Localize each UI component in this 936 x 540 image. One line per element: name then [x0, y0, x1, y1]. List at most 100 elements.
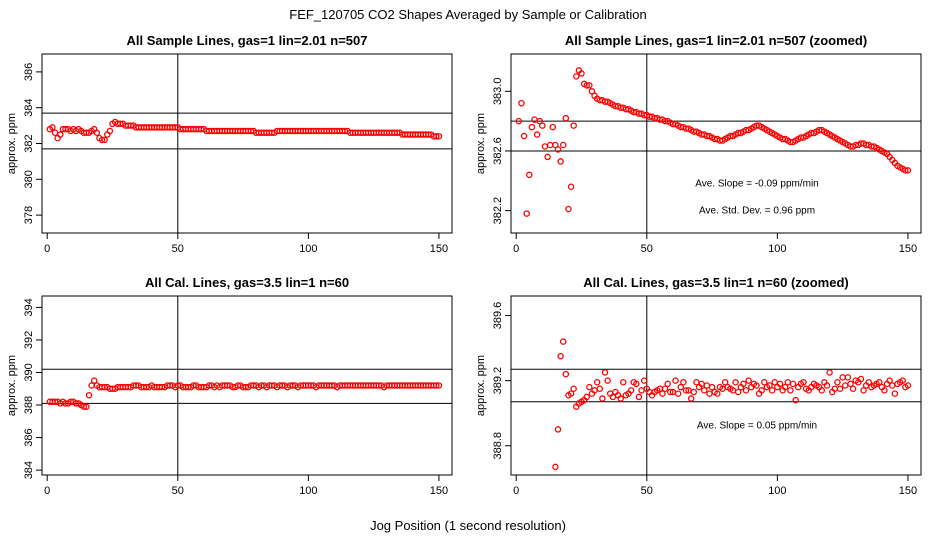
y-tick-label: 390: [23, 363, 35, 381]
data-point: [528, 123, 536, 131]
x-tick-label: 50: [641, 243, 653, 255]
data-point: [106, 127, 114, 135]
x-tick-label: 50: [172, 485, 184, 497]
stats-annotation: Ave. Slope = 0.05 ppm/min: [697, 420, 817, 431]
data-point: [559, 338, 567, 345]
panel-title: All Sample Lines, gas=1 lin=2.01 n=507 (…: [565, 33, 867, 48]
data-point: [682, 387, 690, 394]
x-tick-label: 0: [44, 485, 50, 497]
x-tick-label: 150: [430, 243, 448, 255]
data-point: [857, 375, 865, 383]
data-point: [562, 370, 570, 378]
data-point: [554, 426, 562, 433]
data-point: [734, 388, 742, 396]
data-point: [526, 171, 533, 179]
panel-title: All Cal. Lines, gas=3.5 lin=1 n=60: [145, 275, 349, 290]
figure-xlabel: Jog Position (1 second resolution): [370, 518, 566, 533]
y-axis-label: approx. ppm: [475, 355, 487, 416]
panel-cal-lines-zoomed: All Cal. Lines, gas=3.5 lin=1 n=60 (zoom…: [475, 275, 922, 497]
y-axis-label: approx. ppm: [475, 113, 487, 174]
data-point: [881, 387, 888, 394]
data-point: [714, 390, 721, 397]
panel-sample-lines-zoomed: All Sample Lines, gas=1 lin=2.01 n=507 (…: [475, 33, 922, 255]
data-point: [891, 390, 899, 397]
data-point: [565, 205, 572, 213]
data-point: [633, 380, 640, 388]
data-point: [596, 385, 604, 393]
data-point: [659, 390, 666, 397]
data-point: [583, 393, 590, 401]
data-point: [593, 378, 601, 386]
data-point: [620, 378, 627, 386]
data-point: [708, 383, 716, 391]
data-point: [586, 82, 593, 89]
data-point: [836, 385, 844, 393]
data-point: [661, 385, 669, 393]
data-point: [742, 387, 750, 394]
data-point: [745, 377, 752, 384]
x-tick-label: 150: [899, 243, 917, 255]
data-point: [562, 114, 570, 122]
data-point: [533, 131, 541, 138]
plot-frame: [510, 295, 922, 476]
data-point: [617, 395, 624, 402]
data-point: [80, 403, 88, 410]
y-axis-label: approx. ppm: [6, 113, 18, 174]
data-point: [753, 382, 760, 389]
data-point: [677, 383, 684, 391]
data-point: [583, 82, 590, 89]
figure-title: FEF_120705 CO2 Shapes Averaged by Sample…: [289, 7, 646, 22]
data-point: [93, 129, 101, 137]
x-tick-label: 0: [513, 485, 519, 497]
data-point: [554, 146, 562, 153]
data-point: [674, 390, 682, 397]
data-point: [781, 383, 789, 391]
data-point: [586, 383, 593, 391]
data-point: [546, 141, 554, 149]
panel-cal-lines: All Cal. Lines, gas=3.5 lin=1 n=60 0 50 100…: [6, 275, 453, 497]
data-point: [687, 395, 695, 402]
y-tick-label: 382: [23, 134, 35, 152]
data-point: [578, 70, 585, 77]
data-point: [557, 352, 564, 360]
data-point: [667, 388, 674, 396]
data-point: [51, 129, 59, 137]
data-point: [435, 133, 443, 140]
y-tick-label: 386: [23, 428, 35, 446]
data-point: [557, 158, 564, 165]
data-point: [776, 380, 784, 388]
data-point: [847, 380, 854, 388]
data-point: [875, 378, 883, 386]
data-point: [85, 392, 93, 399]
data-point: [902, 167, 909, 174]
y-tick-label: 380: [23, 170, 35, 188]
y-tick-label: 389.2: [492, 367, 504, 395]
data-point: [672, 377, 679, 384]
data-point: [567, 390, 575, 397]
x-tick-label: 50: [641, 485, 653, 497]
data-point: [664, 380, 671, 388]
data-point: [573, 73, 580, 80]
data-point: [732, 378, 739, 386]
data-point: [604, 377, 611, 384]
data-point: [758, 387, 765, 394]
y-tick-label: 384: [23, 99, 35, 117]
x-tick-label: 100: [768, 485, 786, 497]
data-point: [627, 387, 635, 394]
data-point: [842, 382, 849, 389]
data-point: [834, 378, 841, 386]
data-point: [101, 136, 108, 144]
x-tick-label: 50: [172, 243, 184, 255]
y-tick-label: 382.2: [492, 197, 504, 225]
data-point: [784, 378, 792, 386]
data-point: [638, 387, 645, 394]
data-point: [570, 122, 577, 129]
plot-frame: [510, 53, 922, 234]
data-point: [570, 385, 577, 393]
data-point: [761, 378, 768, 386]
y-tick-label: 384: [23, 461, 35, 479]
data-point: [865, 378, 873, 386]
data-point: [57, 131, 64, 138]
y-tick-label: 378: [23, 206, 35, 224]
